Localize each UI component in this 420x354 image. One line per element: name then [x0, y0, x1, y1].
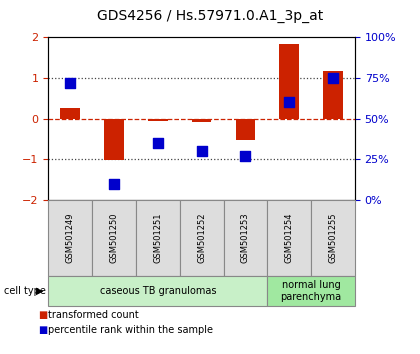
- Point: [286, 99, 293, 105]
- Text: GSM501252: GSM501252: [197, 213, 206, 263]
- Text: GSM501251: GSM501251: [153, 213, 162, 263]
- Point: [242, 153, 249, 159]
- Bar: [323, 70, 343, 119]
- Text: GSM501253: GSM501253: [241, 213, 250, 263]
- Text: GSM501249: GSM501249: [66, 213, 75, 263]
- Point: [198, 148, 205, 154]
- Text: ■: ■: [38, 310, 47, 320]
- Bar: [60, 108, 80, 119]
- Text: percentile rank within the sample: percentile rank within the sample: [48, 325, 213, 335]
- Bar: [236, 119, 255, 140]
- Text: caseous TB granulomas: caseous TB granulomas: [100, 286, 216, 296]
- Bar: [104, 119, 124, 160]
- Text: GSM501254: GSM501254: [285, 213, 294, 263]
- Point: [110, 181, 117, 187]
- Point: [330, 75, 336, 81]
- Text: GSM501255: GSM501255: [328, 213, 338, 263]
- Text: cell type: cell type: [4, 286, 46, 296]
- Text: ■: ■: [38, 325, 47, 335]
- Text: transformed count: transformed count: [48, 310, 139, 320]
- Text: normal lung
parenchyma: normal lung parenchyma: [281, 280, 341, 302]
- Text: GSM501250: GSM501250: [110, 213, 118, 263]
- Text: GDS4256 / Hs.57971.0.A1_3p_at: GDS4256 / Hs.57971.0.A1_3p_at: [97, 9, 323, 23]
- Point: [67, 80, 74, 86]
- Bar: [148, 119, 168, 121]
- Point: [155, 140, 161, 146]
- Bar: [279, 45, 299, 119]
- Text: ▶: ▶: [36, 286, 44, 296]
- Bar: [192, 119, 211, 122]
